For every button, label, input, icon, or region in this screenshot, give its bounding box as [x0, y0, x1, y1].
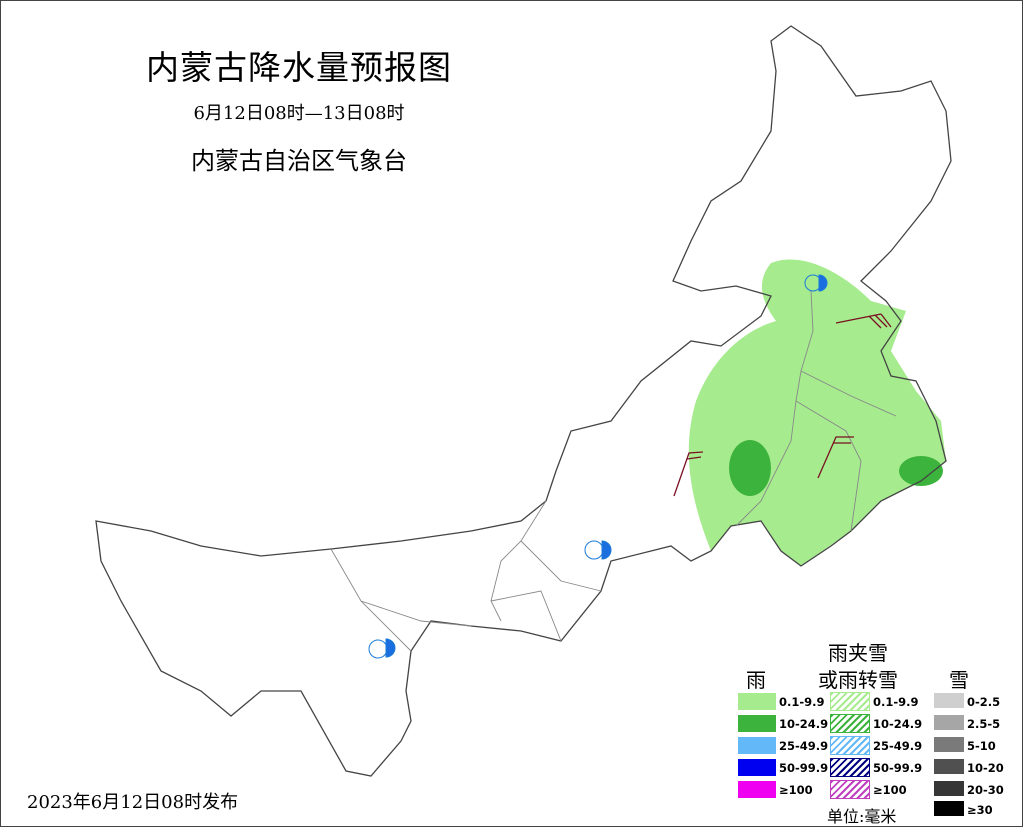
legend-label-snow: 20-30: [967, 783, 1004, 797]
legend-label-sleet: 0.1-9.9: [873, 695, 919, 709]
legend-swatch-snow: [934, 715, 964, 730]
legend-sleet-title: 雨夹雪: [828, 641, 888, 665]
legend-swatch-rain: [738, 715, 776, 732]
legend-swatch-rain: [738, 693, 776, 710]
map-title: 内蒙古降水量预报图: [146, 48, 452, 87]
issue-time: 2023年6月12日08时发布: [27, 792, 239, 813]
legend-unit: 单位:毫米: [827, 807, 897, 826]
legend-label-sleet: 25-49.9: [873, 739, 923, 753]
thunderstorm-symbol: [368, 274, 828, 659]
legend-label-rain: 0.1-9.9: [779, 695, 825, 709]
legend-label-sleet: 50-99.9: [873, 761, 923, 775]
inner-mongolia-outline: [95, 25, 952, 777]
legend-label-rain: 10-24.9: [779, 717, 829, 731]
legend-rain-title: 雨: [746, 668, 766, 692]
legend-label-sleet: 10-24.9: [873, 717, 923, 731]
moderate-rain-area: [899, 456, 943, 486]
wind-barb: [673, 313, 892, 497]
light-rain-area: [688, 259, 946, 566]
legend-label-snow: 5-10: [967, 739, 996, 753]
legend-label-snow: 2.5-5: [967, 717, 1001, 731]
legend-swatch-sleet: [830, 692, 870, 711]
legend-label-snow: 0-2.5: [967, 695, 1001, 709]
legend-swatch-rain: [738, 737, 776, 754]
legend-label-snow: ≥30: [967, 803, 993, 817]
legend-swatch-snow: [934, 759, 964, 774]
forecast-period: 6月12日08时—13日08时: [193, 103, 405, 124]
legend-swatch-sleet: [830, 758, 870, 777]
legend-swatch-snow: [934, 801, 964, 816]
legend-label-sleet: ≥100: [873, 783, 907, 797]
legend-label-snow: 10-20: [967, 761, 1004, 775]
legend-label-rain: 25-49.9: [779, 739, 829, 753]
moderate-rain-area: [729, 440, 771, 496]
legend-swatch-rain: [738, 781, 776, 798]
legend-swatch-sleet: [830, 714, 870, 733]
league-boundaries: [330, 290, 897, 652]
issuing-organization: 内蒙古自治区气象台: [191, 147, 407, 175]
legend-swatch-rain: [738, 759, 776, 776]
legend-sleet-title-2: 或雨转雪: [818, 668, 898, 692]
legend-label-rain: 50-99.9: [779, 761, 829, 775]
legend-swatch-snow: [934, 781, 964, 796]
legend-snow-title: 雪: [949, 668, 969, 692]
legend-swatch-snow: [934, 693, 964, 708]
legend-swatch-snow: [934, 737, 964, 752]
legend-swatch-sleet: [830, 780, 870, 799]
legend-swatch-sleet: [830, 736, 870, 755]
legend-label-rain: ≥100: [779, 783, 813, 797]
